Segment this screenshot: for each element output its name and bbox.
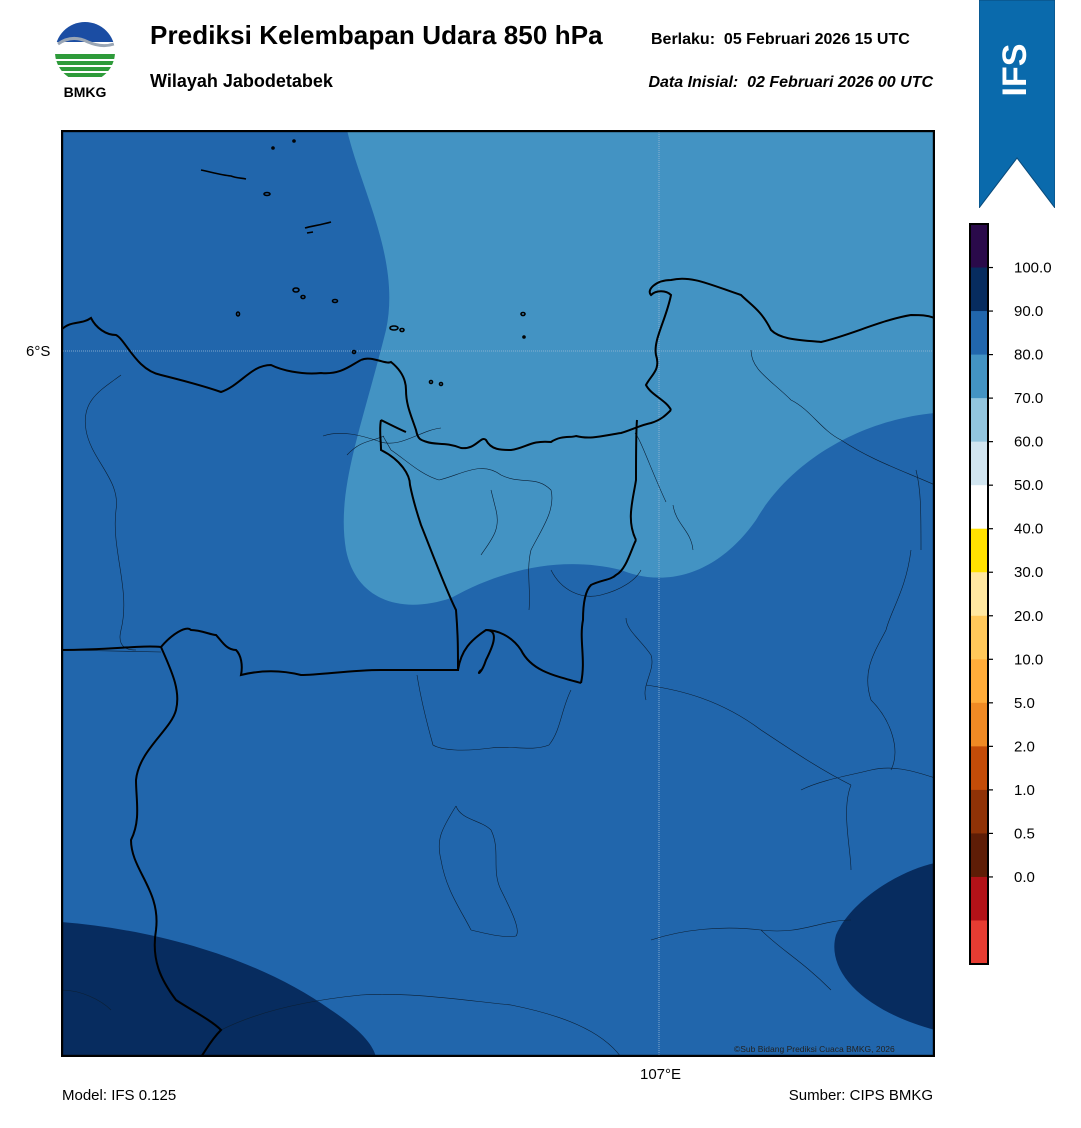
colorbar-segment [970, 615, 988, 660]
colorbar-segment [970, 789, 988, 834]
colorbar-label: 0.5 [1014, 825, 1035, 842]
colorbar-label: 50.0 [1014, 477, 1043, 494]
initial-time: Data Inisial: 02 Februari 2026 00 UTC [648, 74, 933, 91]
rh-70-80-region [343, 130, 935, 605]
colorbar-label: 70.0 [1014, 390, 1043, 407]
colorbar-segment [970, 659, 988, 704]
colorbar-segment [970, 398, 988, 443]
colorbar-segment [970, 702, 988, 747]
colorbar-label: 100.0 [1014, 260, 1052, 277]
colorbar-label: 10.0 [1014, 651, 1043, 668]
model-badge-text: IFS [996, 44, 1034, 97]
source-label: Sumber: CIPS BMKG [788, 1087, 933, 1104]
model-ribbon [979, 0, 1055, 208]
model-label: Model: IFS 0.125 [62, 1087, 177, 1104]
valid-time: Berlaku: 05 Februari 2026 15 UTC [651, 31, 910, 48]
model-badge: IFS [996, 44, 1034, 97]
colorbar-segment [970, 485, 988, 530]
colorbar-segment [970, 224, 988, 269]
colorbar-segment [970, 833, 988, 878]
coastline [61, 277, 935, 452]
page-title: Prediksi Kelembapan Udara 850 hPa [150, 20, 603, 50]
colorbar-label: 0.0 [1014, 869, 1035, 886]
colorbar-label: 5.0 [1014, 695, 1035, 712]
region-subtitle: Wilayah Jabodetabek [150, 71, 333, 91]
rh-90-100-region-sw [61, 922, 376, 1057]
colorbar-label: 1.0 [1014, 782, 1035, 799]
humidity-map [61, 130, 935, 1057]
colorbar-segment [970, 311, 988, 356]
colorbar-label: 30.0 [1014, 564, 1043, 581]
lon-tick-label: 107°E [640, 1066, 682, 1083]
copyright-text: ©Sub Bidang Prediksi Cuaca BMKG, 2026 [734, 1044, 895, 1054]
colorbar-frame [969, 223, 989, 965]
colorbar-label: 2.0 [1014, 738, 1035, 755]
district-boundaries [61, 349, 935, 1057]
colorbar-segment [970, 572, 988, 617]
province-boundaries [61, 419, 638, 1057]
colorbar-label: 80.0 [1014, 347, 1043, 364]
colorbar-label: 60.0 [1014, 434, 1043, 451]
rh-90-100-region-se [834, 863, 935, 1030]
colorbar-segment [970, 746, 988, 791]
colorbar-segment [970, 267, 988, 312]
colorbar-segment [970, 354, 988, 399]
colorbar-segment [970, 876, 988, 921]
bmkg-logo: BMKG [52, 20, 118, 104]
thousand-islands [200, 139, 526, 387]
bmkg-emblem-icon [55, 22, 115, 77]
colorbar-label: 40.0 [1014, 521, 1043, 538]
colorbar-label: 90.0 [1014, 303, 1043, 320]
colorbar-segment [970, 920, 988, 965]
colorbar-legend: 100.0 90.0 80.0 70.0 60.0 50.0 40.0 30.0 20.0 10.… [969, 223, 1052, 965]
lat-tick-label: 6°S [26, 343, 51, 360]
colorbar-label: 20.0 [1014, 608, 1043, 625]
colorbar-segment [970, 528, 988, 573]
logo-text: BMKG [63, 84, 107, 100]
colorbar-segment [970, 441, 988, 486]
